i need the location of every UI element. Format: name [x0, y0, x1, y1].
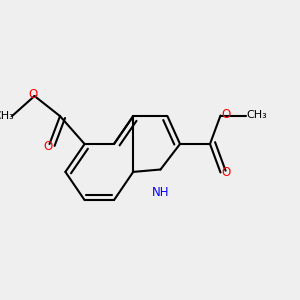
Text: CH₃: CH₃ — [0, 111, 14, 121]
Text: O: O — [44, 140, 52, 154]
Text: CH₃: CH₃ — [246, 110, 267, 121]
Text: NH: NH — [152, 185, 169, 199]
Text: O: O — [221, 107, 230, 121]
Text: O: O — [221, 166, 230, 179]
Text: O: O — [28, 88, 38, 101]
